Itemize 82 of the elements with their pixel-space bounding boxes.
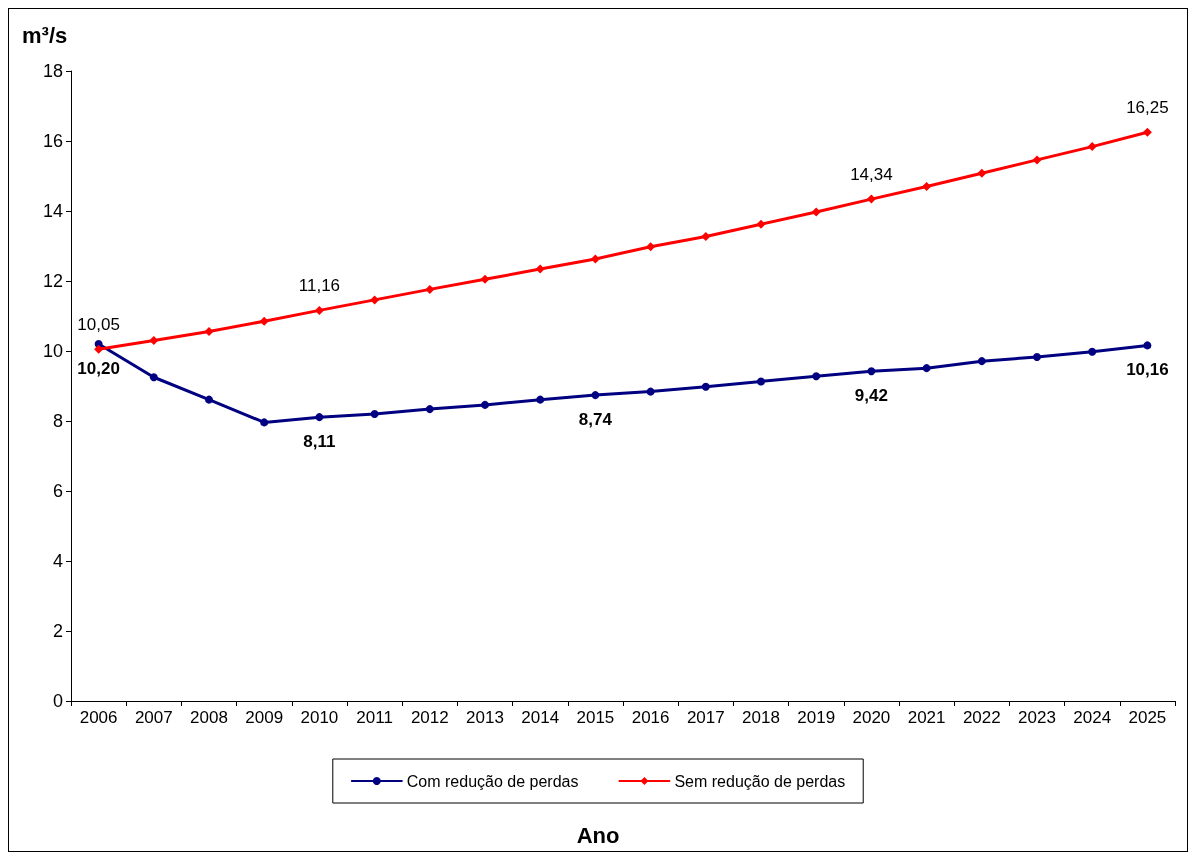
point — [535, 264, 545, 274]
point — [480, 274, 490, 284]
point — [757, 377, 765, 386]
x-tick-label: 2015 — [576, 708, 615, 727]
data-label: 11,16 — [298, 275, 341, 295]
y-axis-title: m³/s — [22, 22, 68, 48]
point — [204, 326, 214, 336]
point — [590, 254, 600, 264]
x-tick-label: 2007 — [134, 708, 173, 727]
point — [646, 242, 656, 252]
y-tick-label: 4 — [52, 551, 63, 571]
x-tick-label: 2012 — [410, 708, 449, 727]
x-tick-label: 2009 — [245, 708, 284, 727]
point — [149, 373, 158, 382]
x-tick-label: 2016 — [631, 708, 670, 727]
y-tick-label: 16 — [42, 131, 63, 151]
point — [1033, 352, 1041, 361]
x-tick-label: 2006 — [79, 708, 118, 727]
point — [1142, 127, 1152, 137]
point — [977, 168, 987, 178]
point — [149, 336, 159, 345]
data-label: 10,16 — [1126, 360, 1169, 380]
x-tick-label: 2019 — [797, 708, 836, 727]
point — [646, 387, 655, 396]
point — [922, 182, 932, 191]
point — [756, 219, 766, 229]
point — [977, 357, 986, 366]
x-tick-label: 2017 — [686, 708, 725, 727]
point — [260, 418, 269, 427]
point — [867, 367, 876, 376]
point — [481, 400, 489, 409]
point — [922, 364, 931, 373]
point — [1088, 347, 1097, 356]
data-label: 16,25 — [1126, 97, 1169, 117]
x-tick-label: 2011 — [356, 708, 393, 727]
point — [425, 284, 435, 294]
point — [1143, 341, 1152, 350]
data-label: 9,42 — [854, 386, 888, 406]
data-label: 14,34 — [850, 164, 893, 184]
y-tick-label: 14 — [42, 201, 63, 221]
x-tick-label: 2021 — [907, 708, 946, 727]
point — [591, 391, 600, 400]
point — [1087, 142, 1097, 152]
x-tick-label: 2024 — [1073, 708, 1112, 727]
point — [315, 413, 324, 422]
legend-label: Sem redução de perdas — [674, 772, 846, 790]
x-tick-label: 2008 — [190, 708, 228, 727]
x-axis-title: Ano — [576, 822, 620, 848]
x-tick-label: 2022 — [962, 708, 1001, 727]
x-tick-label: 2020 — [852, 708, 891, 727]
point — [812, 372, 821, 381]
x-tick-label: 2013 — [466, 708, 504, 727]
y-tick-label: 12 — [42, 271, 63, 291]
y-tick-label: 2 — [52, 621, 63, 641]
point — [205, 395, 213, 404]
data-label: 10,20 — [77, 359, 120, 378]
legend-label: Com redução de perdas — [406, 772, 579, 790]
data-label: 8,11 — [303, 432, 336, 452]
point — [370, 295, 380, 305]
y-tick-label: 18 — [42, 61, 63, 81]
point — [1032, 155, 1042, 165]
point — [370, 410, 379, 418]
data-label: 10,05 — [77, 314, 120, 334]
point — [811, 207, 821, 217]
point — [94, 344, 104, 354]
y-tick-label: 6 — [52, 481, 63, 501]
y-tick-label: 0 — [52, 691, 63, 711]
point — [425, 405, 434, 414]
point — [701, 382, 710, 391]
x-tick-label: 2018 — [742, 708, 780, 727]
point — [866, 194, 876, 204]
point — [536, 395, 545, 404]
point — [701, 232, 711, 242]
x-tick-label: 2025 — [1128, 708, 1167, 727]
y-tick-label: 10 — [42, 341, 63, 361]
x-tick-label: 2023 — [1018, 708, 1056, 727]
y-tick-label: 8 — [52, 411, 63, 431]
point — [314, 305, 324, 315]
x-tick-label: 2010 — [300, 708, 339, 727]
x-tick-label: 2014 — [521, 708, 560, 727]
data-label: 8,74 — [578, 410, 613, 430]
point — [259, 316, 269, 326]
